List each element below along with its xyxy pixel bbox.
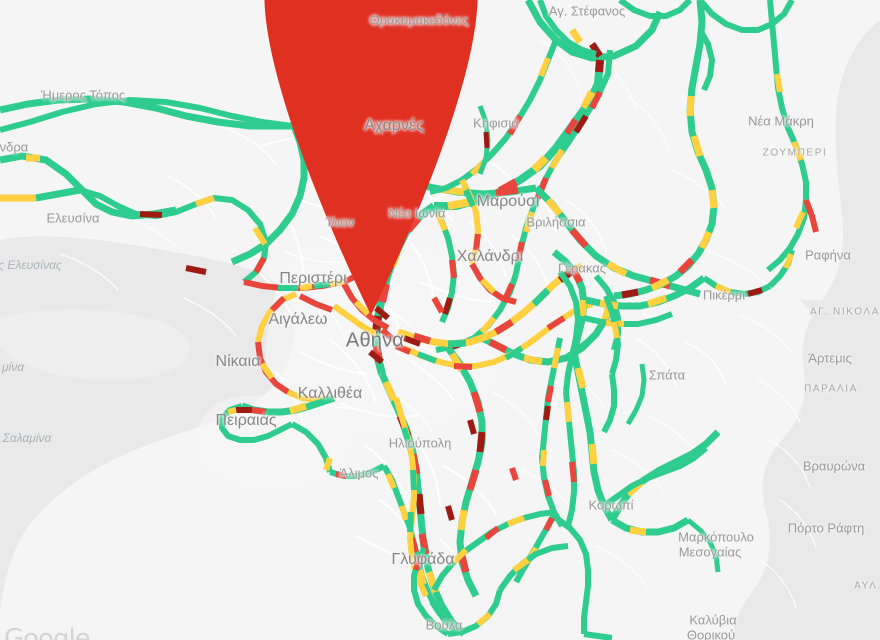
road-pikermi-rafina	[702, 249, 795, 297]
road-marathonos-coast	[613, 0, 819, 300]
road-koropi-link	[431, 509, 557, 592]
road-gerakas-interchange	[551, 249, 707, 393]
road-mesogeion	[396, 262, 594, 370]
road-piraeus	[219, 394, 386, 479]
road-kalyvia	[583, 518, 721, 640]
road-agios-stefanos	[537, 0, 693, 57]
road-spata-airport	[601, 294, 647, 434]
road-glyfada-voula	[411, 543, 569, 637]
